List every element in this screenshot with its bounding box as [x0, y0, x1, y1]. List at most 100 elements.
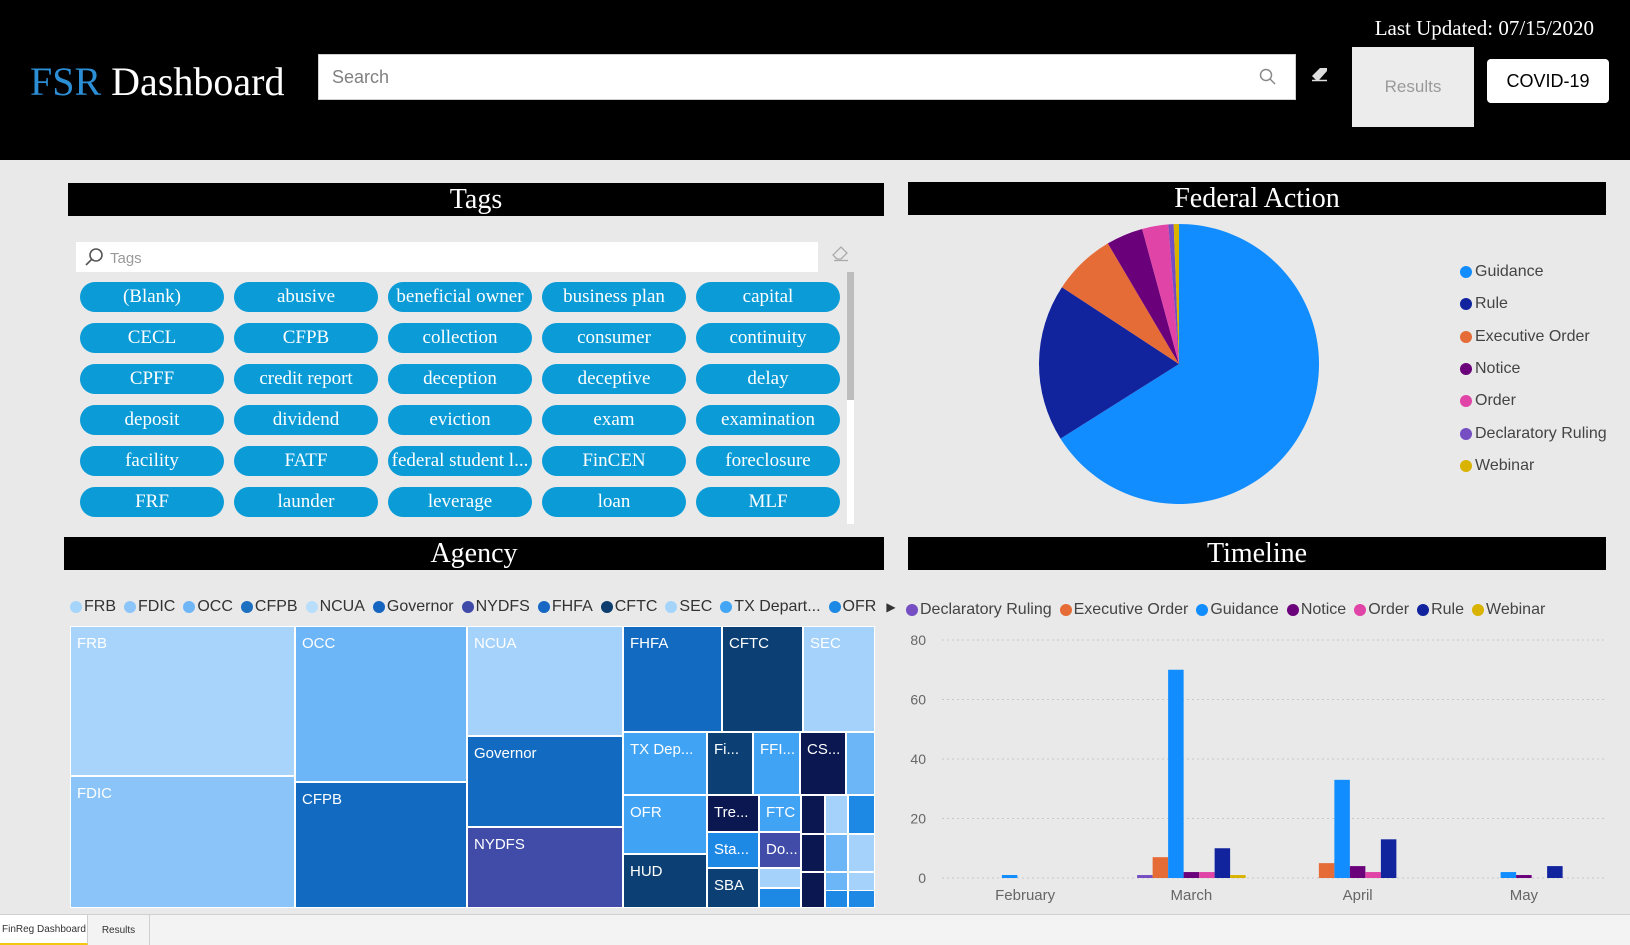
legend-item-nydfs[interactable]: NYDFS	[461, 598, 530, 616]
legend-item-notice[interactable]: Notice	[1460, 353, 1607, 385]
treemap-tile[interactable]	[801, 795, 825, 834]
bar-guidance-april[interactable]	[1334, 779, 1350, 878]
tag-pill-collection[interactable]: collection	[388, 323, 532, 353]
pie-slice-rule[interactable]	[1039, 287, 1179, 439]
tag-pill-federal-student-l[interactable]: federal student l...	[388, 446, 532, 476]
search-box[interactable]	[318, 54, 1296, 100]
tag-pill-examination[interactable]: examination	[696, 405, 840, 435]
legend-item-webinar[interactable]: Webinar	[1472, 601, 1545, 619]
legend-item-cftc[interactable]: CFTC	[600, 598, 657, 616]
tag-pill-dividend[interactable]: dividend	[234, 405, 378, 435]
search-icon[interactable]	[1259, 68, 1277, 91]
tag-pill-cfpb[interactable]: CFPB	[234, 323, 378, 353]
treemap-tile-fhfa[interactable]: FHFA	[623, 626, 722, 732]
tag-pill-facility[interactable]: facility	[80, 446, 224, 476]
treemap-tile-occ[interactable]: OCC	[295, 626, 467, 782]
legend-item-governor[interactable]: Governor	[372, 598, 454, 616]
eraser-icon[interactable]	[832, 246, 850, 267]
treemap-tile-sec[interactable]: SEC	[803, 626, 875, 732]
tag-pill-leverage[interactable]: leverage	[388, 487, 532, 517]
treemap-tile[interactable]	[801, 872, 825, 908]
bar-notice-march[interactable]	[1183, 872, 1200, 878]
legend-item-webinar[interactable]: Webinar	[1460, 450, 1607, 482]
bar-rule-april[interactable]	[1380, 839, 1397, 878]
legend-item-order[interactable]: Order	[1460, 385, 1607, 417]
treemap-tile[interactable]	[825, 795, 848, 834]
legend-item-rule[interactable]: Rule	[1417, 601, 1464, 619]
tag-pill-deposit[interactable]: deposit	[80, 405, 224, 435]
legend-item-guidance[interactable]: Guidance	[1196, 601, 1279, 619]
treemap-tile[interactable]	[759, 868, 801, 888]
legend-item-declaratory-ruling[interactable]: Declaratory Ruling	[1460, 417, 1607, 449]
legend-item-guidance[interactable]: Guidance	[1460, 256, 1607, 288]
pie-slice-declaratory-ruling[interactable]	[1168, 224, 1179, 364]
tag-pill-fatf[interactable]: FATF	[234, 446, 378, 476]
legend-item-executive-order[interactable]: Executive Order	[1460, 321, 1607, 353]
tags-search-box[interactable]	[76, 242, 818, 274]
bar-order-april[interactable]	[1365, 872, 1381, 878]
legend-item-order[interactable]: Order	[1354, 601, 1409, 619]
treemap-tile-do[interactable]: Do...	[759, 832, 801, 868]
bar-order-march[interactable]	[1199, 872, 1215, 878]
covid-19-button[interactable]: COVID-19	[1487, 59, 1609, 103]
bar-declaratory-ruling-march[interactable]	[1137, 875, 1153, 878]
legend-item-fdic[interactable]: FDIC	[124, 598, 175, 616]
tag-pill-fincen[interactable]: FinCEN	[542, 446, 686, 476]
bar-guidance-may[interactable]	[1500, 872, 1517, 878]
treemap-tile[interactable]	[848, 890, 875, 908]
tag-pill-credit-report[interactable]: credit report	[234, 364, 378, 394]
tag-pill-deception[interactable]: deception	[388, 364, 532, 394]
tab-results[interactable]: Results	[88, 915, 150, 945]
treemap-tile[interactable]	[825, 890, 848, 908]
tag-pill-cecl[interactable]: CECL	[80, 323, 224, 353]
tags-scroll-thumb[interactable]	[847, 272, 854, 400]
tag-pill-loan[interactable]: loan	[542, 487, 686, 517]
bar-rule-march[interactable]	[1214, 848, 1231, 878]
legend-item-rule[interactable]: Rule	[1460, 288, 1607, 320]
legend-item-occ[interactable]: OCC	[183, 598, 233, 616]
treemap-tile-cftc[interactable]: CFTC	[722, 626, 803, 732]
tag-pill-mlf[interactable]: MLF	[696, 487, 840, 517]
tags-search-input[interactable]	[76, 242, 792, 274]
treemap-tile-ofr[interactable]: OFR	[623, 795, 707, 854]
treemap-tile[interactable]	[825, 834, 848, 872]
legend-item-notice[interactable]: Notice	[1286, 601, 1346, 619]
bar-webinar-march[interactable]	[1230, 875, 1246, 878]
pie-slice-executive-order[interactable]	[1061, 243, 1179, 364]
tag-pill-cpff[interactable]: CPFF	[80, 364, 224, 394]
tag-pill-business-plan[interactable]: business plan	[542, 282, 686, 312]
bar-executive-order-april[interactable]	[1318, 863, 1335, 878]
treemap-tile-ffi[interactable]: FFI...	[753, 732, 800, 795]
treemap-tile-tx-dep[interactable]: TX Dep...	[623, 732, 707, 795]
tag-pill-foreclosure[interactable]: foreclosure	[696, 446, 840, 476]
tag-pill-exam[interactable]: exam	[542, 405, 686, 435]
treemap-tile-tre[interactable]: Tre...	[707, 795, 759, 832]
treemap-tile-cfpb[interactable]: CFPB	[295, 782, 467, 908]
treemap-tile[interactable]	[801, 834, 825, 872]
legend-item-ofr[interactable]: OFR	[828, 598, 876, 616]
pie-slice-webinar[interactable]	[1173, 224, 1179, 364]
tag-pill-abusive[interactable]: abusive	[234, 282, 378, 312]
treemap-tile-hud[interactable]: HUD	[623, 854, 707, 908]
tag-pill-delay[interactable]: delay	[696, 364, 840, 394]
search-input[interactable]	[319, 55, 1232, 99]
legend-item-fhfa[interactable]: FHFA	[537, 598, 593, 616]
tag-pill-deceptive[interactable]: deceptive	[542, 364, 686, 394]
legend-item-frb[interactable]: FRB	[70, 598, 116, 616]
tag-pill-continuity[interactable]: continuity	[696, 323, 840, 353]
treemap-tile[interactable]	[848, 795, 875, 834]
results-button[interactable]: Results	[1352, 47, 1474, 127]
treemap-tile-sta[interactable]: Sta...	[707, 832, 759, 868]
treemap-tile[interactable]	[846, 732, 875, 795]
bar-guidance-february[interactable]	[1001, 875, 1018, 878]
eraser-icon[interactable]	[1310, 66, 1330, 87]
treemap-tile-nydfs[interactable]: NYDFS	[467, 827, 623, 908]
bar-notice-may[interactable]	[1516, 875, 1532, 878]
legend-item-tx-depart[interactable]: TX Depart...	[720, 598, 821, 616]
tag-pill-launder[interactable]: launder	[234, 487, 378, 517]
tag-pill-capital[interactable]: capital	[696, 282, 840, 312]
treemap-tile-cs[interactable]: CS...	[800, 732, 846, 795]
pie-slice-guidance[interactable]	[1060, 224, 1319, 505]
treemap-tile-governor[interactable]: Governor	[467, 736, 623, 827]
treemap-tile-ftc[interactable]: FTC	[759, 795, 801, 832]
